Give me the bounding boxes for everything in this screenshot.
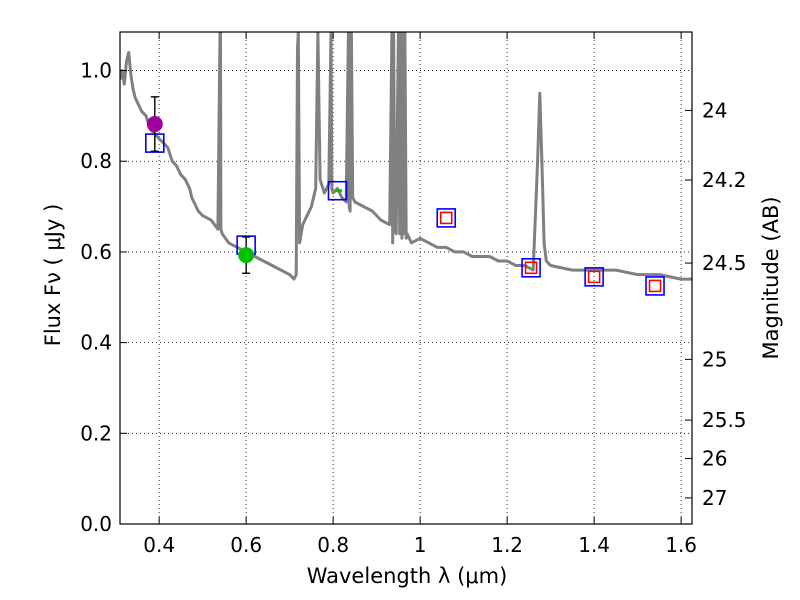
x-tick-label: 1.4 xyxy=(578,533,610,557)
photometry-square xyxy=(645,276,665,296)
x-axis-label: Wavelength λ (μm) xyxy=(307,564,508,588)
right-tick-label: 26 xyxy=(702,446,727,470)
right-tick-label: 25 xyxy=(702,347,727,371)
y-tick-label: 0.0 xyxy=(80,512,112,536)
right-tick-label: 24.2 xyxy=(702,168,747,192)
y-tick-label: 0.2 xyxy=(80,421,112,445)
axis-ticks: 0.4 0.6 0.8 1 1.2 1.4 1.6 0.0 0.2 0.4 0.6 0.8 1.0 24 2… xyxy=(80,32,747,557)
x-tick-label: 1.2 xyxy=(491,533,523,557)
y-tick-label: 0.4 xyxy=(80,331,112,355)
photometry-square xyxy=(524,261,538,275)
axes-frame xyxy=(119,31,693,525)
right-tick-label: 24.5 xyxy=(702,251,747,275)
x-tick-label: 0.8 xyxy=(317,533,349,557)
x-tick-label: 1 xyxy=(414,533,427,557)
photometry-square xyxy=(584,267,604,287)
y-tick-label: 1.0 xyxy=(80,59,112,83)
x-tick-label: 0.6 xyxy=(230,533,262,557)
photometry-square xyxy=(648,279,662,293)
photometry-square xyxy=(439,211,453,225)
x-tick-label: 1.6 xyxy=(665,533,697,557)
grid xyxy=(120,32,692,524)
observed-point xyxy=(238,247,255,264)
right-tick-label: 27 xyxy=(702,486,727,510)
plot-area xyxy=(120,32,692,296)
right-tick-label: 25.5 xyxy=(702,408,747,432)
right-axis-label: Magnitude (AB) xyxy=(759,196,783,359)
y-tick-label: 0.8 xyxy=(80,149,112,173)
photometry-square xyxy=(327,180,348,201)
sed-line xyxy=(120,32,692,281)
y-axis-label: Flux Fν ( μJy ) xyxy=(41,204,65,347)
photometry-square xyxy=(587,270,601,284)
photometry-square xyxy=(436,208,457,228)
observed-point xyxy=(146,116,163,133)
x-tick-label: 0.4 xyxy=(143,533,175,557)
photometry-square xyxy=(521,257,541,278)
right-tick-label: 24 xyxy=(702,98,727,122)
y-tick-label: 0.6 xyxy=(80,240,112,264)
